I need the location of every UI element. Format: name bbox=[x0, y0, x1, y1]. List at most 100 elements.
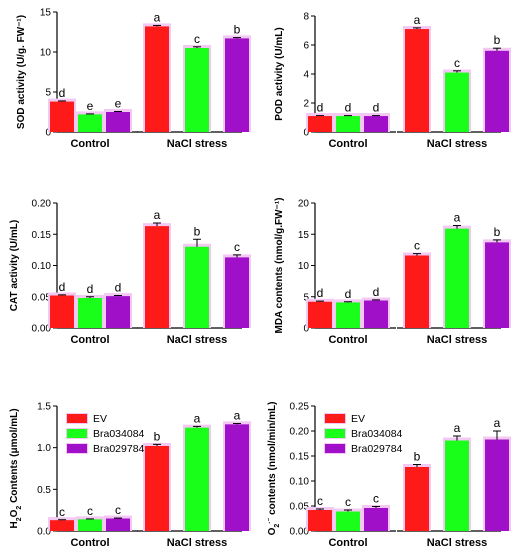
y-axis-title-part: ·⁻ bbox=[267, 517, 274, 523]
bar-bra029784 bbox=[364, 508, 388, 531]
significance-letter: b bbox=[194, 224, 201, 238]
bar-ev bbox=[405, 29, 429, 132]
y-tick-label: 0 bbox=[45, 128, 51, 139]
y-axis-title: CAT activity (U/mL) bbox=[9, 220, 20, 312]
significance-letter: d bbox=[373, 285, 380, 299]
significance-letter: c bbox=[115, 503, 121, 517]
y-tick-label: 2 bbox=[303, 99, 309, 110]
significance-letter: d bbox=[345, 101, 352, 115]
y-tick-label: 8 bbox=[303, 12, 309, 23]
bar-ev bbox=[308, 116, 332, 132]
y-tick-label: 0.15 bbox=[290, 452, 310, 463]
significance-letter: c bbox=[194, 32, 200, 46]
bar-bra029784 bbox=[106, 112, 130, 132]
significance-letter: c bbox=[317, 494, 323, 508]
x-category-label: NaCl stress bbox=[427, 334, 488, 346]
y-axis-title-part: contents (nmol/min/mL) bbox=[267, 402, 278, 518]
y-tick-label: 5 bbox=[45, 88, 51, 99]
legend-entry: EV bbox=[93, 413, 107, 425]
bar-bra029784 bbox=[364, 116, 388, 132]
y-tick-label: 15 bbox=[298, 230, 310, 241]
significance-letter: c bbox=[345, 495, 351, 509]
significance-letter: d bbox=[59, 86, 66, 100]
x-category-label: NaCl stress bbox=[167, 537, 228, 549]
bar-bra034084 bbox=[78, 519, 102, 531]
bar-bra029784 bbox=[225, 38, 249, 132]
significance-letter: d bbox=[115, 281, 122, 295]
bar-bra029784 bbox=[106, 296, 130, 328]
legend-entry: Bra029784 bbox=[93, 443, 145, 455]
bar-bra029784 bbox=[225, 424, 249, 531]
bar-bra029784 bbox=[485, 439, 509, 531]
y-tick-label: 0.5 bbox=[37, 485, 51, 496]
significance-letter: c bbox=[234, 240, 240, 254]
y-tick-label: 0.05 bbox=[32, 292, 52, 303]
bar-bra034084 bbox=[445, 72, 469, 132]
bar-ev bbox=[405, 255, 429, 328]
significance-letter: d bbox=[317, 101, 324, 115]
x-category-label: NaCl stress bbox=[167, 334, 228, 346]
legend-entry: EV bbox=[351, 413, 365, 425]
y-tick-label: 6 bbox=[303, 41, 309, 52]
bar-ev bbox=[50, 295, 74, 328]
bar-bra029784 bbox=[364, 300, 388, 328]
significance-letter: d bbox=[87, 282, 94, 296]
x-category-label: Control bbox=[328, 334, 367, 346]
significance-letter: a bbox=[414, 13, 421, 27]
bar-bra034084 bbox=[336, 302, 360, 328]
significance-letter: e bbox=[87, 99, 94, 113]
significance-letter: c bbox=[454, 56, 460, 70]
significance-letter: a bbox=[154, 10, 161, 24]
y-tick-label: 1.0 bbox=[37, 443, 51, 454]
y-tick-label: 4 bbox=[303, 70, 309, 81]
y-tick-label: 1.5 bbox=[37, 402, 51, 413]
bar-ev bbox=[308, 510, 332, 531]
bar-bra034084 bbox=[185, 427, 209, 531]
legend-swatch bbox=[67, 444, 87, 453]
y-axis-title: POD activity (U/mL) bbox=[274, 27, 285, 120]
significance-letter: d bbox=[59, 280, 66, 294]
y-axis-title-part: O bbox=[9, 509, 20, 517]
y-tick-label: 10 bbox=[298, 261, 310, 272]
y-tick-label: 20 bbox=[298, 199, 310, 210]
x-category-label: Control bbox=[70, 138, 109, 150]
bar-bra034084 bbox=[445, 440, 469, 531]
y-tick-label: 0.10 bbox=[290, 477, 310, 488]
significance-letter: b bbox=[494, 225, 501, 239]
chart-panel-cat: 0.00 0.05 0.10 0.15 0.20 CAT activity (U/mL) d… bbox=[9, 199, 251, 346]
legend-swatch bbox=[325, 444, 345, 453]
y-tick-label: 15 bbox=[40, 8, 52, 19]
y-axis-title-part: 2 bbox=[274, 524, 281, 528]
bar-bra034084 bbox=[445, 228, 469, 328]
chart-panel-sod: 0 5 10 15 SOD activity (U/g. FW⁻¹) d a e c e b Cont… bbox=[16, 8, 251, 150]
x-category-label: Control bbox=[328, 138, 367, 150]
x-category-label: Control bbox=[328, 537, 367, 549]
bar-bra034084 bbox=[336, 511, 360, 531]
y-tick-label: 5 bbox=[303, 292, 309, 303]
significance-letter: c bbox=[414, 239, 420, 253]
legend-swatch bbox=[325, 414, 345, 423]
y-tick-label: 0.20 bbox=[290, 427, 310, 438]
significance-letter: b bbox=[234, 23, 241, 37]
bar-bra034084 bbox=[336, 116, 360, 132]
y-axis-title-part: H bbox=[9, 521, 20, 528]
x-category-label: NaCl stress bbox=[427, 138, 488, 150]
chart-panel-o2: 0.00 0.05 0.10 0.15 0.20 0.25 O2·⁻ contents (n… bbox=[267, 402, 511, 549]
y-axis-title: O2·⁻ contents (nmol/min/mL) bbox=[267, 402, 281, 536]
significance-letter: a bbox=[494, 416, 501, 430]
y-axis-title-part: 2 bbox=[16, 517, 23, 521]
significance-letter: c bbox=[87, 504, 93, 518]
y-tick-label: 0.0 bbox=[37, 527, 51, 538]
bar-bra029784 bbox=[225, 257, 249, 328]
significance-letter: d bbox=[373, 101, 380, 115]
bar-ev bbox=[145, 26, 169, 132]
legend-swatch bbox=[67, 429, 87, 438]
significance-letter: a bbox=[154, 208, 161, 222]
y-tick-label: 0.15 bbox=[32, 230, 52, 241]
chart-panel-mda: 0 5 10 15 20 MDA contents (nmol/g.FW⁻¹) d c d a d b… bbox=[274, 198, 511, 346]
y-tick-label: 0 bbox=[303, 128, 309, 139]
bar-ev bbox=[405, 467, 429, 531]
significance-letter: c bbox=[373, 492, 379, 506]
significance-letter: b bbox=[414, 450, 421, 464]
y-axis-title: SOD activity (U/g. FW⁻¹) bbox=[16, 15, 27, 129]
